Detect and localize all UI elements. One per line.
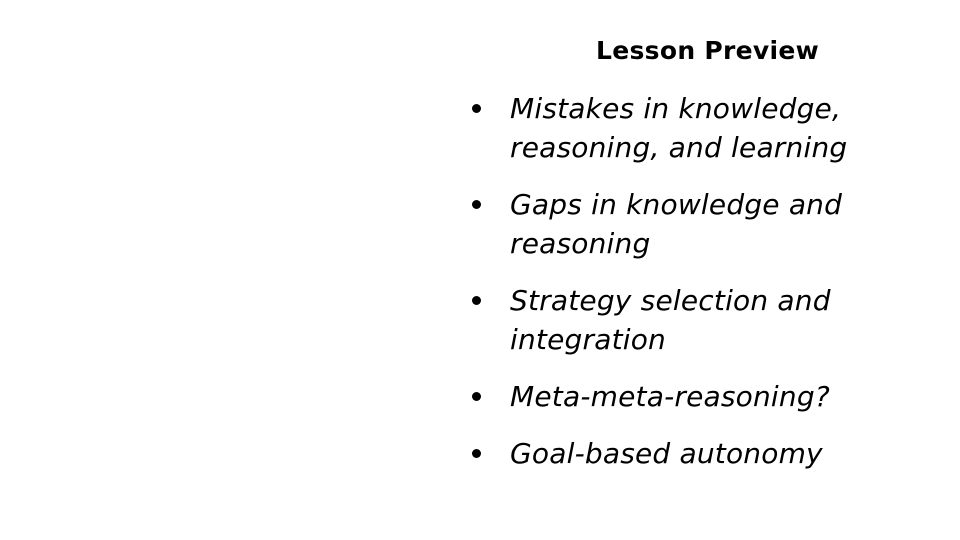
bullet-item: Strategy selection and integration <box>468 281 938 359</box>
bullet-dot-icon <box>472 200 481 209</box>
bullet-list: Mistakes in knowledge, reasoning, and le… <box>468 89 938 491</box>
bullet-item: Mistakes in knowledge, reasoning, and le… <box>468 89 938 167</box>
bullet-item: Meta-meta-reasoning? <box>468 377 938 416</box>
bullet-item: Gaps in knowledge and reasoning <box>468 185 938 263</box>
bullet-text: Mistakes in knowledge, reasoning, and le… <box>510 92 848 164</box>
bullet-text: Meta-meta-reasoning? <box>510 380 830 413</box>
bullet-text: Strategy selection and integration <box>510 284 831 356</box>
bullet-text: Gaps in knowledge and reasoning <box>510 188 843 260</box>
bullet-dot-icon <box>472 296 481 305</box>
bullet-dot-icon <box>472 104 481 113</box>
bullet-dot-icon <box>472 449 481 458</box>
bullet-dot-icon <box>472 392 481 401</box>
bullet-item: Goal-based autonomy <box>468 434 938 473</box>
slide-title: Lesson Preview <box>596 36 820 65</box>
bullet-text: Goal-based autonomy <box>510 437 823 470</box>
